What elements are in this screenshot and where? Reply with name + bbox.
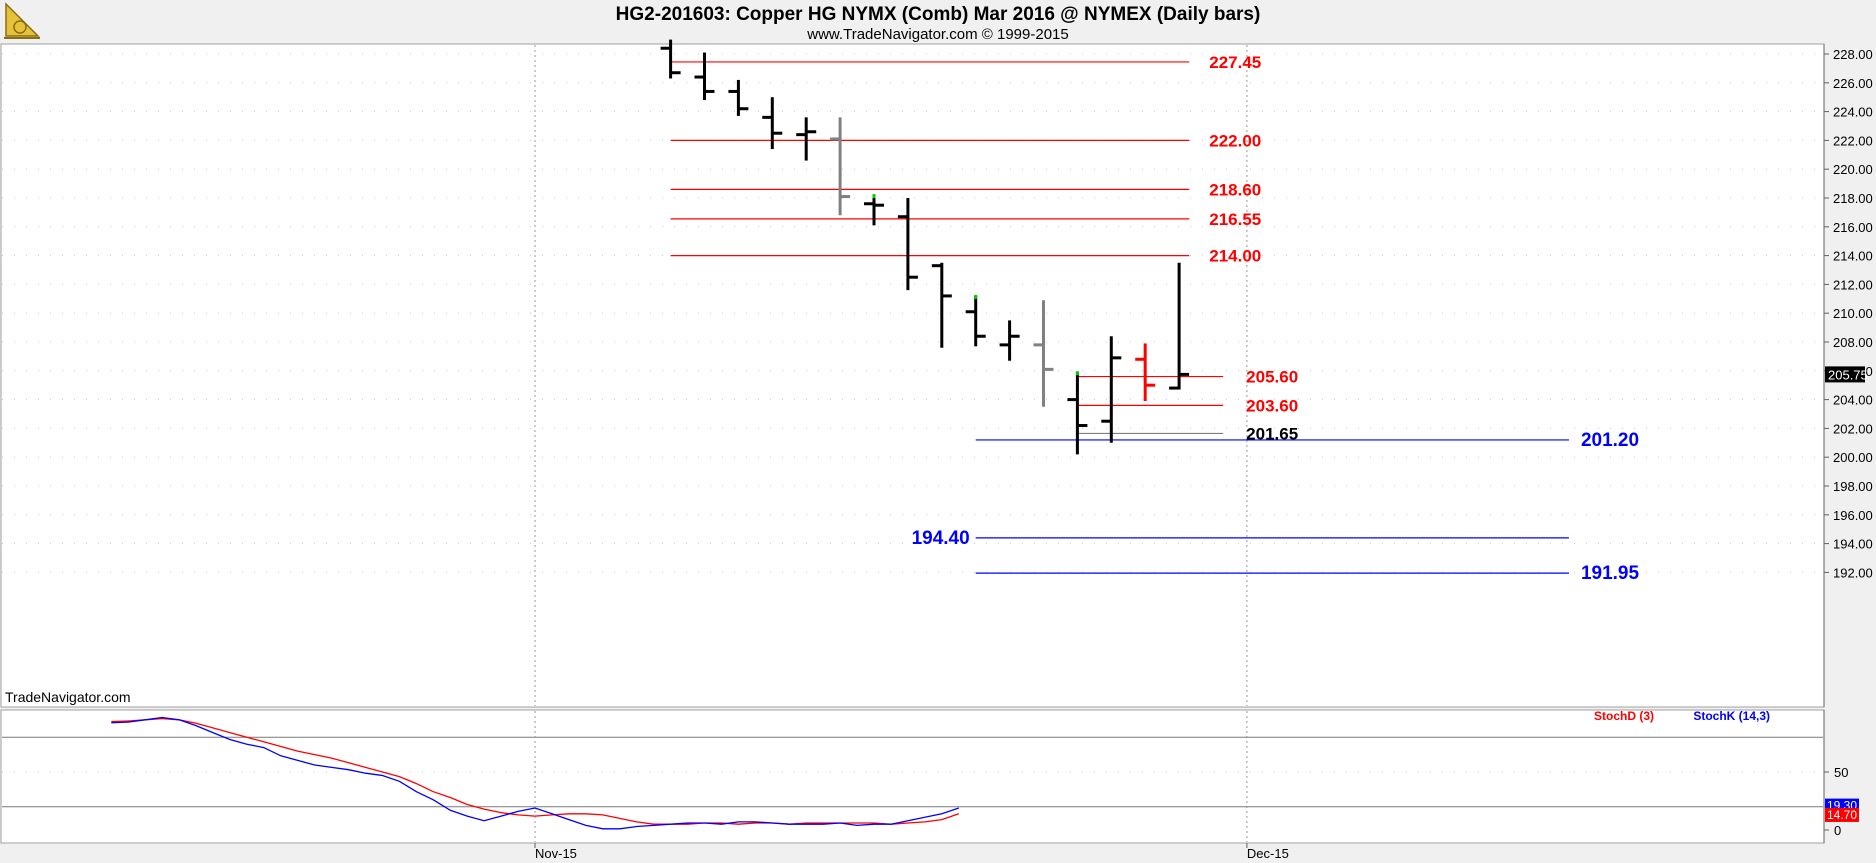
level-label: 218.60: [1209, 180, 1261, 199]
ohlc-bar: [796, 117, 817, 161]
price-tick-label: 194.00: [1833, 537, 1873, 552]
stoch-d-line: [111, 717, 960, 825]
price-tick-label: 222.00: [1833, 133, 1873, 148]
price-tick-label: 198.00: [1833, 479, 1873, 494]
level-label: 205.60: [1246, 368, 1298, 387]
stoch-tick-label: 50: [1834, 765, 1848, 780]
price-tick-label: 200.00: [1833, 450, 1873, 465]
ohlc-bar: [1135, 343, 1156, 402]
last-price-label: 205.75: [1828, 367, 1868, 382]
price-tick-label: 212.00: [1833, 277, 1873, 292]
stoch-d-value: 14.70: [1827, 808, 1857, 822]
price-tick-label: 224.00: [1833, 105, 1873, 120]
logo: [4, 2, 40, 39]
level-label: 216.55: [1209, 210, 1261, 229]
ohlc-bar: [1067, 371, 1088, 455]
x-tick-label: Nov-15: [535, 846, 577, 861]
level-label: 201.65: [1246, 424, 1298, 443]
ohlc-bar: [931, 262, 952, 348]
ohlc-bar: [897, 198, 918, 291]
ohlc-bar: [728, 79, 749, 116]
ohlc-bar: [1101, 336, 1122, 443]
price-tick-label: 214.00: [1833, 249, 1873, 264]
level-label: 222.00: [1209, 131, 1261, 150]
price-tick-label: 204.00: [1833, 393, 1873, 408]
chart-title: HG2-201603: Copper HG NYMX (Comb) Mar 20…: [616, 4, 1261, 25]
ohlc-bar: [1033, 300, 1054, 407]
stochastic-grid: [2, 711, 1823, 842]
level-label: 191.95: [1581, 563, 1640, 584]
level-label: 201.20: [1581, 430, 1639, 451]
last-price-box: [1825, 366, 1865, 383]
price-tick-label: 228.00: [1833, 47, 1873, 62]
stoch-d-value-box: [1825, 807, 1859, 822]
ohlc-bar: [830, 117, 851, 216]
ohlc-bar: [660, 39, 681, 79]
price-panel: [0, 43, 1825, 708]
price-tick-label: 218.00: [1833, 191, 1873, 206]
sextant-logo-icon: [4, 2, 40, 39]
horizontal-levels: 227.45 222.00 218.60 216.55 214.00 205.60 203.…: [670, 53, 1640, 584]
chart-subtitle: www.TradeNavigator.com © 1999-2015: [806, 26, 1068, 43]
ohlc-bar: [965, 294, 986, 347]
price-tick-label: 208.00: [1833, 335, 1873, 350]
price-tick-label: 192.00: [1833, 565, 1873, 580]
level-label: 214.00: [1209, 247, 1261, 266]
ohlc-bar: [1169, 262, 1190, 390]
price-axis: 192.00 194.00 196.00 198.00 200.00 202.00 204.…: [1823, 44, 1873, 707]
price-tick-label: 202.00: [1833, 421, 1873, 436]
ohlc-bar: [762, 97, 783, 150]
watermark-text: TradeNavigator.com: [5, 689, 131, 705]
legend-stoch-d: StochD (3): [1594, 709, 1654, 723]
ohlc-bar: [694, 52, 715, 101]
x-axis: Nov-15 Dec-15: [534, 843, 1289, 861]
price-tick-label: 216.00: [1833, 220, 1873, 235]
price-grid: [2, 45, 1823, 706]
stochastic-lines: [111, 716, 960, 830]
legend-stoch-k: StochK (14,3): [1693, 709, 1770, 723]
level-label: 227.45: [1209, 53, 1261, 72]
ohlc-bar: [864, 194, 884, 226]
level-label: 194.40: [912, 528, 970, 549]
ohlc-bars: [660, 39, 1190, 455]
stoch-k-line: [111, 716, 960, 830]
price-tick-label: 210.00: [1833, 306, 1873, 321]
price-tick-label: 196.00: [1833, 508, 1873, 523]
level-label: 203.60: [1246, 396, 1298, 415]
x-tick-label: Dec-15: [1247, 846, 1289, 861]
price-tick-label: 220.00: [1833, 162, 1873, 177]
price-tick-label: 226.00: [1833, 76, 1873, 91]
stoch-tick-label: 0: [1834, 823, 1841, 838]
ohlc-bar: [999, 320, 1020, 361]
